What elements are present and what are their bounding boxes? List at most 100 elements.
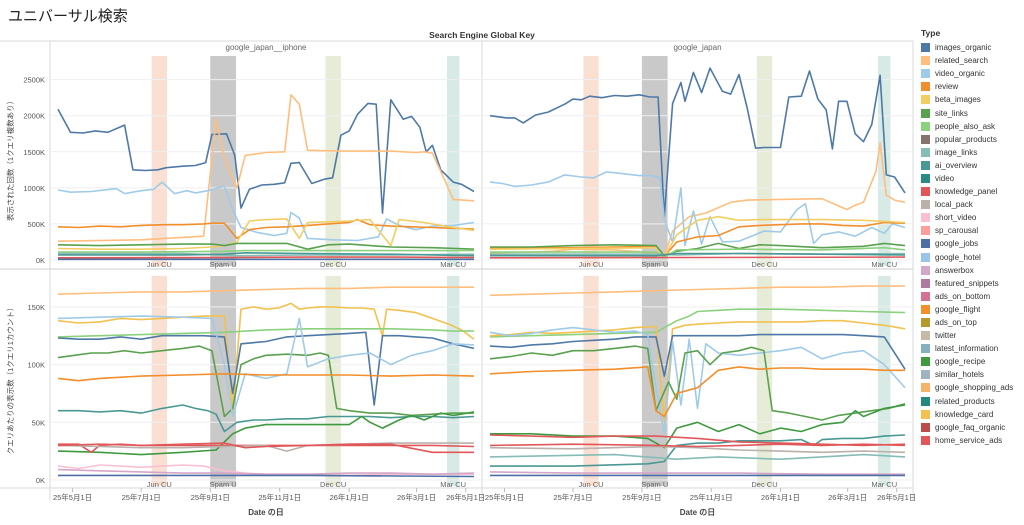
event-band <box>210 56 237 266</box>
band-label: Jun CU <box>147 480 172 489</box>
series-line-site-links <box>57 242 475 250</box>
legend-swatch <box>921 134 930 144</box>
legend-label: video_organic <box>935 69 985 79</box>
band-label: Spam U <box>210 480 237 489</box>
legend-item[interactable]: google_shopping_ads <box>921 381 1024 394</box>
legend-item[interactable]: related_search <box>921 54 1024 67</box>
legend-item[interactable]: review <box>921 80 1024 93</box>
band-label: Dec CU <box>751 480 777 489</box>
legend-swatch <box>921 252 930 262</box>
event-band <box>151 276 167 486</box>
legend-item[interactable]: beta_images <box>921 93 1024 106</box>
series-line-video-organic <box>489 326 906 435</box>
series-line-images-organic <box>489 333 906 377</box>
legend-item[interactable]: google_jobs <box>921 237 1024 250</box>
event-band <box>151 56 167 266</box>
legend-swatch <box>921 396 930 406</box>
legend-swatch <box>921 370 930 380</box>
legend-item[interactable]: answerbox <box>921 264 1024 277</box>
legend-item[interactable]: knowledge_panel <box>921 185 1024 198</box>
band-label: Spam U <box>641 480 668 489</box>
x-tick-label: 26年3月1日 <box>397 492 436 502</box>
legend-item[interactable]: google_recipe <box>921 355 1024 368</box>
series-line-images-organic <box>489 67 906 218</box>
legend-item[interactable]: images_organic <box>921 41 1024 54</box>
band-label: Dec CU <box>320 260 346 269</box>
y-axis-label: クエリあたりの表示数（1クエリ1カウント） <box>5 304 15 455</box>
legend-item[interactable]: google_hotel <box>921 251 1024 264</box>
series-line-images-organic <box>57 331 475 406</box>
legend-label: knowledge_panel <box>935 187 998 197</box>
legend-item[interactable]: video_organic <box>921 67 1024 80</box>
legend-item[interactable]: home_service_ads <box>921 434 1024 447</box>
line-chart: Search Engine Global Key google_japan__ip… <box>0 30 916 517</box>
x-tick-label: 25年7月1日 <box>553 492 592 502</box>
series-line-review <box>490 221 906 258</box>
series-line-home-service-ads <box>489 443 906 448</box>
legend-item[interactable]: ads_on_bottom <box>921 290 1024 303</box>
legend-item[interactable]: twitter <box>921 329 1024 342</box>
x-tick-label: 25年9月1日 <box>191 492 230 502</box>
event-band <box>583 56 599 266</box>
series-line-knowledge-panel <box>58 443 475 454</box>
legend-label: knowledge_card <box>935 409 994 419</box>
legend-label: video <box>935 173 955 183</box>
legend-label: review <box>935 82 959 92</box>
band-label: Mar CU <box>871 480 897 489</box>
series-line-video-organic <box>57 315 475 418</box>
event-band <box>210 276 237 486</box>
legend-swatch <box>921 82 930 92</box>
series-line-people-also-ask <box>490 246 906 258</box>
series-line-beta-images <box>489 215 906 258</box>
band-label: Mar CU <box>440 260 466 269</box>
legend-item[interactable]: popular_products <box>921 133 1024 146</box>
series-line-video-organic <box>57 181 475 242</box>
panel-title: google_japan__iphone <box>226 43 308 52</box>
legend-swatch <box>921 344 930 354</box>
series-line-site-links <box>57 345 474 418</box>
chart-header: Search Engine Global Key <box>429 30 535 40</box>
legend-item[interactable]: people_also_ask <box>921 120 1024 133</box>
legend-item[interactable]: video <box>921 172 1024 185</box>
legend-label: image_links <box>935 147 978 157</box>
legend-label: images_organic <box>935 43 992 53</box>
legend-label: google_hotel <box>935 252 981 262</box>
legend-item[interactable]: short_video <box>921 211 1024 224</box>
legend-swatch <box>921 200 930 210</box>
legend-item[interactable]: google_faq_organic <box>921 421 1024 434</box>
legend-item[interactable]: latest_information <box>921 342 1024 355</box>
legend-label: latest_information <box>935 344 999 354</box>
series-line-ai-overview <box>490 252 906 257</box>
legend[interactable]: Type images_organic related_search video_o… <box>921 28 1024 447</box>
legend-item[interactable]: google_flight <box>921 303 1024 316</box>
legend-label: google_recipe <box>935 357 986 367</box>
y-tick-label: 1500K <box>23 148 45 157</box>
legend-item[interactable]: similar_hotels <box>921 368 1024 381</box>
x-tick-label: 25年5月1日 <box>485 492 524 502</box>
x-tick-label: 26年1月1日 <box>330 492 369 502</box>
x-tick-label: 25年9月1日 <box>622 492 661 502</box>
legend-swatch <box>921 265 930 275</box>
legend-item[interactable]: image_links <box>921 146 1024 159</box>
event-band <box>756 276 773 486</box>
series-line-answerbox <box>489 471 905 476</box>
band-label: Spam U <box>210 260 237 269</box>
legend-swatch <box>921 331 930 341</box>
legend-item[interactable]: local_pack <box>921 198 1024 211</box>
series-line-beta-images <box>57 218 475 250</box>
legend-item[interactable]: related_products <box>921 395 1024 408</box>
legend-item[interactable]: featured_snippets <box>921 277 1024 290</box>
legend-label: home_service_ads <box>935 435 1003 445</box>
legend-label: site_links <box>935 108 968 118</box>
legend-label: popular_products <box>935 134 997 144</box>
y-tick-label: 1000K <box>23 184 45 193</box>
legend-label: featured_snippets <box>935 278 999 288</box>
legend-label: short_video <box>935 213 977 223</box>
legend-swatch <box>921 56 930 66</box>
legend-item[interactable]: knowledge_card <box>921 408 1024 421</box>
legend-item[interactable]: site_links <box>921 106 1024 119</box>
legend-item[interactable]: ai_overview <box>921 159 1024 172</box>
series-line-local-pack <box>57 442 474 452</box>
legend-item[interactable]: sp_carousal <box>921 224 1024 237</box>
legend-item[interactable]: ads_on_top <box>921 316 1024 329</box>
